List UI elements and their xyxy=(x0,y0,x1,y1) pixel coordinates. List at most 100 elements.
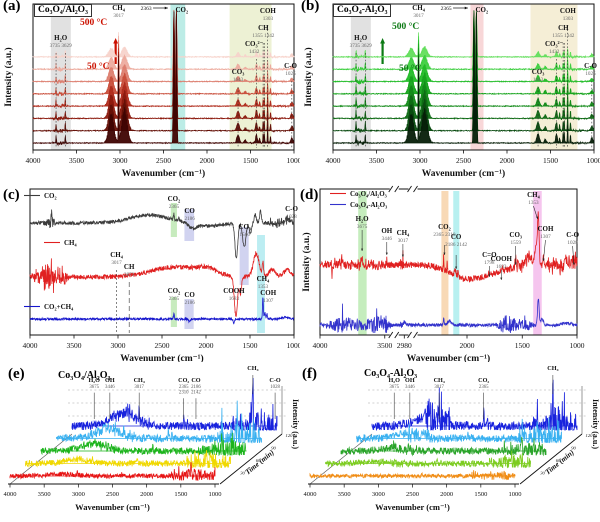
svg-text:2873: 2873 xyxy=(124,272,135,278)
svg-text:2000: 2000 xyxy=(199,341,214,350)
svg-text:COOH: COOH xyxy=(491,255,513,263)
svg-text:1500: 1500 xyxy=(543,156,558,165)
svg-text:CH₄: CH₄ xyxy=(434,377,445,384)
svg-text:2500: 2500 xyxy=(406,491,419,498)
svg-text:Wavenumber (cm⁻¹): Wavenumber (cm⁻¹) xyxy=(407,353,490,362)
x-axis: 4000 3500 3000 2500 2000 1500 1000 Wavenumber (… xyxy=(26,150,301,179)
svg-text:3675: 3675 xyxy=(357,224,368,230)
svg-text:1000: 1000 xyxy=(209,491,222,498)
svg-text:CO₃: CO₃ xyxy=(532,68,545,76)
panel-title-b: Co₃O₄-Al₂O₃ xyxy=(333,4,392,17)
svg-text:C=O: C=O xyxy=(482,251,497,259)
svg-text:3446: 3446 xyxy=(105,385,115,390)
svg-text:Co₃O₄-Al₂O₃: Co₃O₄-Al₂O₃ xyxy=(350,201,387,209)
svg-text:3500: 3500 xyxy=(338,491,351,498)
svg-text:1798: 1798 xyxy=(484,260,495,266)
svg-text:COH: COH xyxy=(537,225,554,233)
svg-text:OH: OH xyxy=(105,377,115,384)
svg-text:Intensity (a.u.): Intensity (a.u.) xyxy=(303,47,314,106)
spectra-chart-f: 4000 3500 3000 2500 2000 1500 1000 Wavenumber (… xyxy=(304,365,600,512)
svg-text:30: 30 xyxy=(240,471,245,476)
svg-text:CH₄: CH₄ xyxy=(257,275,271,283)
svg-text:3500: 3500 xyxy=(377,341,392,350)
svg-text:CH₄: CH₄ xyxy=(412,4,426,12)
svg-text:CH₄: CH₄ xyxy=(527,191,541,199)
svg-text:4000: 4000 xyxy=(26,156,41,165)
spectra-traces xyxy=(319,211,578,334)
svg-text:90: 90 xyxy=(571,446,576,451)
svg-text:1028: 1028 xyxy=(286,214,297,220)
svg-text:3017: 3017 xyxy=(113,13,124,19)
svg-text:CH: CH xyxy=(258,24,269,32)
svg-text:C-O: C-O xyxy=(566,231,579,239)
svg-text:3675: 3675 xyxy=(389,385,399,390)
svg-text:1000: 1000 xyxy=(587,156,600,165)
svg-text:Intensity (a.u.): Intensity (a.u.) xyxy=(291,399,300,449)
svg-text:3017: 3017 xyxy=(413,13,424,19)
svg-text:2186: 2186 xyxy=(184,300,195,306)
svg-text:CO: CO xyxy=(191,377,200,384)
svg-text:3735 3629: 3735 3629 xyxy=(50,43,72,49)
svg-text:3446: 3446 xyxy=(405,385,415,390)
svg-text:CH: CH xyxy=(558,24,569,32)
svg-text:1303: 1303 xyxy=(563,16,574,22)
svg-text:CO: CO xyxy=(451,233,462,241)
svg-text:1000: 1000 xyxy=(287,341,301,350)
svg-text:CH₄: CH₄ xyxy=(397,229,411,237)
spectra-traces xyxy=(29,209,295,325)
svg-text:60: 60 xyxy=(556,458,561,463)
svg-text:2500: 2500 xyxy=(106,491,119,498)
panel-label-b: (b) xyxy=(301,0,320,14)
svg-text:1355 1342: 1355 1342 xyxy=(252,33,274,39)
svg-text:1000: 1000 xyxy=(287,156,301,165)
svg-text:2000: 2000 xyxy=(200,156,215,165)
svg-text:2000: 2000 xyxy=(500,156,515,165)
svg-text:CO₂: CO₂ xyxy=(168,195,181,203)
svg-text:3000: 3000 xyxy=(413,156,428,165)
svg-text:4000: 4000 xyxy=(326,156,341,165)
svg-text:CO₃: CO₃ xyxy=(509,231,522,239)
svg-text:COH: COH xyxy=(560,7,577,15)
svg-text:1500: 1500 xyxy=(243,341,258,350)
plot-frame xyxy=(29,188,295,336)
panel-title-a: Co₃O₄/Al₂O₃ xyxy=(34,4,92,17)
assignment-guides xyxy=(355,26,593,148)
assignment-guides xyxy=(116,270,130,333)
svg-text:Intensity (a.u.): Intensity (a.u.) xyxy=(3,47,14,106)
svg-text:3500: 3500 xyxy=(38,491,51,498)
svg-text:COOH: COOH xyxy=(223,287,245,295)
panel-label-f: (f) xyxy=(302,366,317,382)
spectra-chart-b: 4000 3500 3000 2500 2000 1500 1000 Wavenumber (… xyxy=(303,3,600,179)
svg-text:2365: 2365 xyxy=(179,385,189,390)
svg-text:1500: 1500 xyxy=(243,156,258,165)
svg-text:1500: 1500 xyxy=(474,491,487,498)
legend: CO₂ CH₄ CO₂+CH₄ xyxy=(24,192,78,311)
spectra-traces xyxy=(9,377,278,482)
svg-text:1303: 1303 xyxy=(263,16,274,22)
svg-text:1559: 1559 xyxy=(511,240,522,246)
svg-text:1000: 1000 xyxy=(570,341,585,350)
svg-text:60: 60 xyxy=(256,458,261,463)
svg-text:Wavenumber (cm⁻¹): Wavenumber (cm⁻¹) xyxy=(122,168,205,179)
svg-text:2186: 2186 xyxy=(191,385,201,390)
svg-text:C-O: C-O xyxy=(584,62,597,70)
panel-label-e: (e) xyxy=(8,366,25,382)
panel-label-c: (c) xyxy=(3,187,20,203)
svg-text:CO₂: CO₂ xyxy=(438,223,451,231)
svg-text:Wavenumber (cm⁻¹): Wavenumber (cm⁻¹) xyxy=(75,502,150,512)
svg-text:3017: 3017 xyxy=(134,385,144,390)
svg-text:1307: 1307 xyxy=(263,298,274,304)
svg-text:3017: 3017 xyxy=(398,238,409,244)
svg-text:4000: 4000 xyxy=(304,491,317,498)
spectra-chart-a: 4000 3500 3000 2500 2000 1500 1000 Wavenumber (… xyxy=(3,3,301,179)
temp-label-50-b: 50 °C xyxy=(399,64,422,74)
x-axis: 4000 3500 3000 2500 2000 1500 1000 Wavenumber (… xyxy=(304,483,522,512)
svg-text:COH: COH xyxy=(260,289,277,297)
svg-text:2186 2142: 2186 2142 xyxy=(445,242,467,248)
svg-text:1500: 1500 xyxy=(174,491,187,498)
svg-text:Co₃O₄/Al₂O₃: Co₃O₄/Al₂O₃ xyxy=(350,190,387,198)
svg-text:CH₄: CH₄ xyxy=(247,365,258,372)
